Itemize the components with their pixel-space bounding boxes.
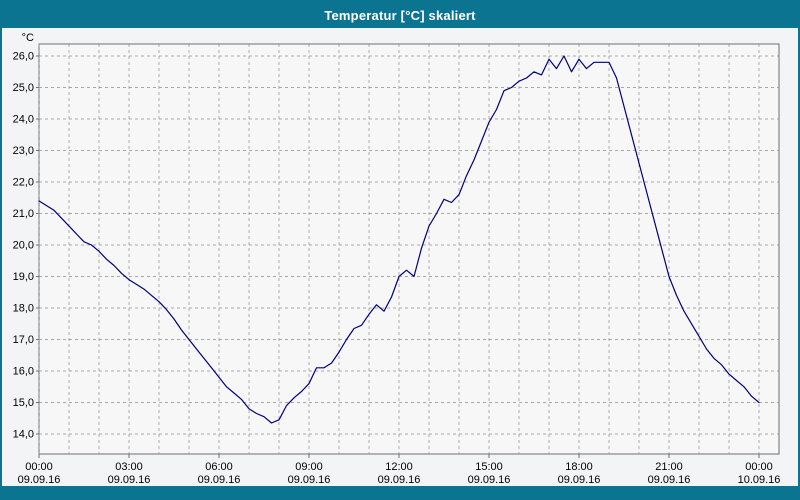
x-tick-date-label: 09.09.16 [18, 474, 61, 486]
x-tick-time-label: 18:00 [565, 461, 593, 473]
x-tick-date-label: 09.09.16 [468, 474, 511, 486]
y-tick-label: 15,0 [13, 397, 34, 409]
y-axis-unit-label: °C [22, 32, 34, 44]
x-tick-time-label: 21:00 [655, 461, 683, 473]
x-tick-date-label: 09.09.16 [108, 474, 151, 486]
y-tick-label: 23,0 [13, 145, 34, 157]
x-tick-time-label: 00:00 [745, 461, 773, 473]
plot-area [38, 43, 780, 455]
x-tick-time-label: 12:00 [385, 461, 413, 473]
y-tick-label: 17,0 [13, 334, 34, 346]
temperature-series-line [38, 55, 760, 424]
title-bar: Temperatur [°C] skaliert [2, 2, 798, 28]
x-tick-date-label: 10.09.16 [738, 474, 781, 486]
chart-region: 14,0 15,0 16,0 17,0 18,0 19,0 20,0 21,0 22,0 23,0… [2, 28, 798, 486]
y-tick-label: 22,0 [13, 177, 34, 189]
chart-title: Temperatur [°C] skaliert [324, 7, 476, 23]
y-tick-label: 18,0 [13, 303, 34, 315]
x-tick-date-label: 09.09.16 [558, 474, 601, 486]
y-tick-label: 19,0 [13, 271, 34, 283]
y-tick-label: 20,0 [13, 240, 34, 252]
y-tick-label: 14,0 [13, 429, 34, 441]
y-tick-label: 16,0 [13, 366, 34, 378]
x-tick-time-label: 09:00 [295, 461, 323, 473]
x-tick-time-label: 03:00 [115, 461, 143, 473]
x-tick-date-label: 09.09.16 [648, 474, 691, 486]
y-tick-label: 25,0 [13, 82, 34, 94]
x-tick-date-label: 09.09.16 [378, 474, 421, 486]
y-tick-label: 24,0 [13, 114, 34, 126]
status-strip [2, 486, 798, 498]
x-tick-date-label: 09.09.16 [198, 474, 241, 486]
x-tick-time-label: 15:00 [475, 461, 503, 473]
y-tick-label: 21,0 [13, 208, 34, 220]
chart-canvas: 14,0 15,0 16,0 17,0 18,0 19,0 20,0 21,0 22,0 23,0… [13, 32, 781, 486]
x-tick-time-label: 06:00 [205, 461, 233, 473]
y-tick-label: 26,0 [13, 51, 34, 63]
x-tick-date-label: 09.09.16 [288, 474, 331, 486]
x-tick-time-label: 00:00 [25, 461, 53, 473]
